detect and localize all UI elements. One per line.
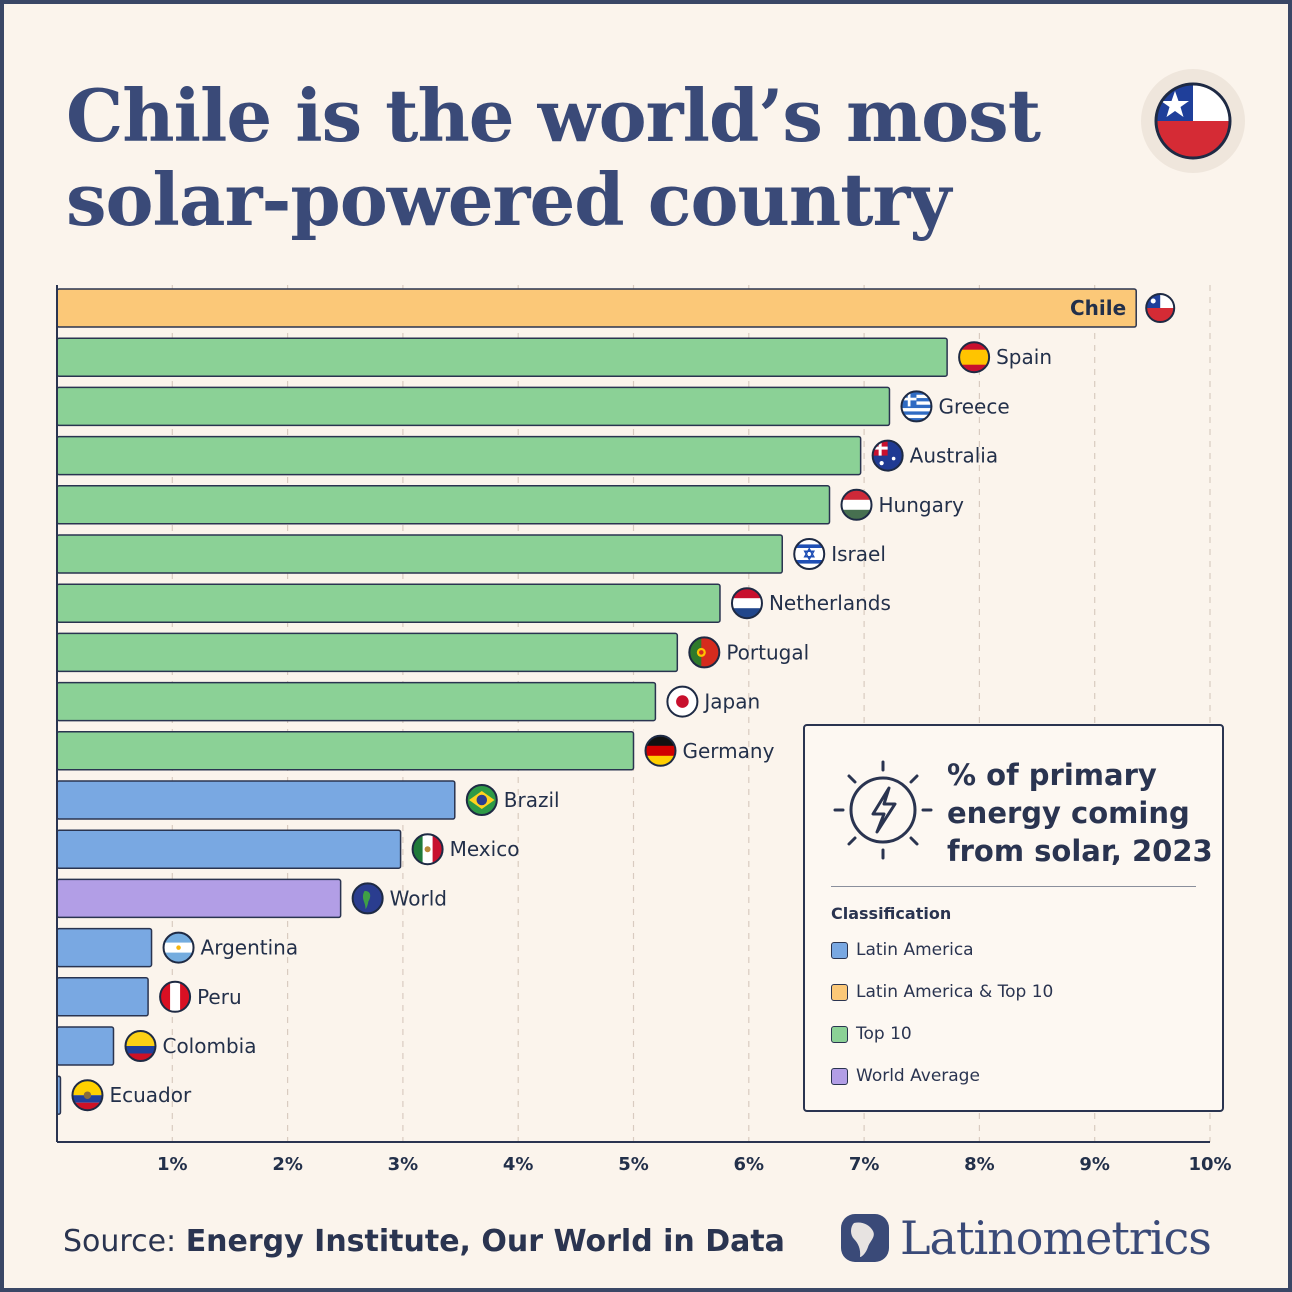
legend-item-latin-america-top-10: Latin America & Top 10 xyxy=(831,980,1053,1004)
japan-flag-icon xyxy=(666,685,699,718)
brand-name: Latinometrics xyxy=(900,1211,1212,1265)
legend-title: % of primary energy coming from solar, 2… xyxy=(947,756,1217,870)
x-tick-label: 10% xyxy=(1188,1154,1231,1175)
bar-netherlands xyxy=(56,583,721,623)
legend-item-top-10: Top 10 xyxy=(831,1022,912,1046)
bar-label-ecuador: Ecuador xyxy=(109,1083,191,1107)
argentina-flag-icon xyxy=(162,931,195,964)
bar-brazil xyxy=(56,780,456,820)
bar-labels: Chile Spain Greece Australia Hungary Israel Ne… xyxy=(71,293,1176,1112)
bars xyxy=(56,288,1137,1115)
bar-world xyxy=(56,878,342,919)
globe-icon xyxy=(351,882,384,915)
legend-item-latin-america: Latin America xyxy=(831,938,974,962)
x-tick-label: 6% xyxy=(734,1154,765,1175)
x-tick-label: 8% xyxy=(964,1154,995,1175)
bar-label-japan: Japan xyxy=(702,690,760,714)
legend-title-line-1: % of primary xyxy=(947,758,1157,792)
source-prefix: Source: xyxy=(63,1224,186,1259)
legend-divider xyxy=(831,886,1196,887)
israel-flag-icon xyxy=(793,538,826,570)
bar-label-germany: Germany xyxy=(683,739,775,763)
bar-label-colombia: Colombia xyxy=(162,1034,256,1058)
x-tick-label: 2% xyxy=(272,1154,303,1175)
legend-item-world-average: World Average xyxy=(831,1064,980,1088)
bar-label-mexico: Mexico xyxy=(450,837,520,861)
bar-spain xyxy=(56,337,948,377)
bar-label-chile: Chile xyxy=(1070,296,1126,320)
spain-flag-icon xyxy=(958,341,991,374)
x-axis-ticks: 1% 2% 3% 4% 5% 6% 7% 8% 9% 10% xyxy=(56,285,1232,1175)
legend-title-line-2: energy coming xyxy=(947,796,1190,830)
brazil-flag-icon xyxy=(465,784,498,816)
bar-label-israel: Israel xyxy=(831,542,886,566)
legend-swatch xyxy=(831,1067,848,1085)
x-tick-label: 9% xyxy=(1079,1154,1110,1175)
greece-flag-icon xyxy=(900,390,933,423)
bar-argentina xyxy=(56,927,153,968)
bar-label-peru: Peru xyxy=(197,985,242,1009)
bar-label-argentina: Argentina xyxy=(201,936,299,960)
title-line-1: Chile is the world’s most xyxy=(66,73,1041,158)
ecuador-flag-icon xyxy=(71,1079,104,1112)
x-tick-label: 1% xyxy=(157,1154,188,1175)
bar-portugal xyxy=(56,632,679,673)
legend-heading: Classification xyxy=(831,904,952,923)
bar-label-spain: Spain xyxy=(996,345,1052,369)
title-line-2: solar-powered country xyxy=(66,157,951,242)
peru-flag-icon xyxy=(159,980,192,1013)
bar-israel xyxy=(56,534,783,574)
legend-label: Latin America & Top 10 xyxy=(856,982,1054,1002)
legend-title-line-3: from solar, 2023 xyxy=(947,834,1213,868)
bar-germany xyxy=(56,731,635,771)
bar-colombia xyxy=(56,1026,115,1066)
mexico-flag-icon xyxy=(411,833,444,866)
chile-flag-icon xyxy=(1141,69,1245,173)
page-title: Chile is the world’s most solar-powered … xyxy=(66,74,1106,242)
australia-flag-icon xyxy=(871,439,904,472)
legend-label: World Average xyxy=(856,1066,980,1086)
brand-logo: Latinometrics xyxy=(840,1210,1212,1266)
bar-label-greece: Greece xyxy=(938,394,1009,418)
germany-flag-icon xyxy=(644,734,677,767)
legend-label: Top 10 xyxy=(856,1024,912,1044)
bar-hungary xyxy=(56,485,831,525)
bar-label-portugal: Portugal xyxy=(726,640,809,664)
chile-flag-icon xyxy=(1145,293,1176,323)
source-note: Source: Energy Institute, Our World in D… xyxy=(63,1224,785,1259)
bar-label-australia: Australia xyxy=(910,444,998,468)
bar-chile xyxy=(56,288,1137,328)
hungary-flag-icon xyxy=(840,488,873,521)
legend-panel: % of primary energy coming from solar, 2… xyxy=(803,724,1224,1112)
bar-peru xyxy=(56,977,149,1017)
colombia-flag-icon xyxy=(124,1030,157,1062)
latinometrics-logo-icon xyxy=(840,1213,890,1263)
bar-japan xyxy=(56,681,657,722)
source-text: Energy Institute, Our World in Data xyxy=(185,1224,785,1259)
bar-label-hungary: Hungary xyxy=(879,493,965,517)
bar-label-world: World xyxy=(390,886,447,910)
bar-mexico xyxy=(56,829,402,869)
bar-label-netherlands: Netherlands xyxy=(769,591,891,615)
x-tick-label: 7% xyxy=(849,1154,880,1175)
netherlands-flag-icon xyxy=(730,587,763,620)
bar-label-brazil: Brazil xyxy=(504,788,560,812)
legend-label: Latin America xyxy=(856,940,974,960)
x-tick-label: 4% xyxy=(503,1154,534,1175)
legend-swatch xyxy=(831,983,848,1001)
legend-swatch xyxy=(831,1025,848,1043)
portugal-flag-icon xyxy=(688,636,721,669)
x-tick-label: 5% xyxy=(618,1154,649,1175)
sun-lightning-icon xyxy=(831,758,935,862)
legend-swatch xyxy=(831,941,848,959)
bar-australia xyxy=(56,435,862,476)
x-tick-label: 3% xyxy=(388,1154,419,1175)
bar-greece xyxy=(56,386,891,427)
